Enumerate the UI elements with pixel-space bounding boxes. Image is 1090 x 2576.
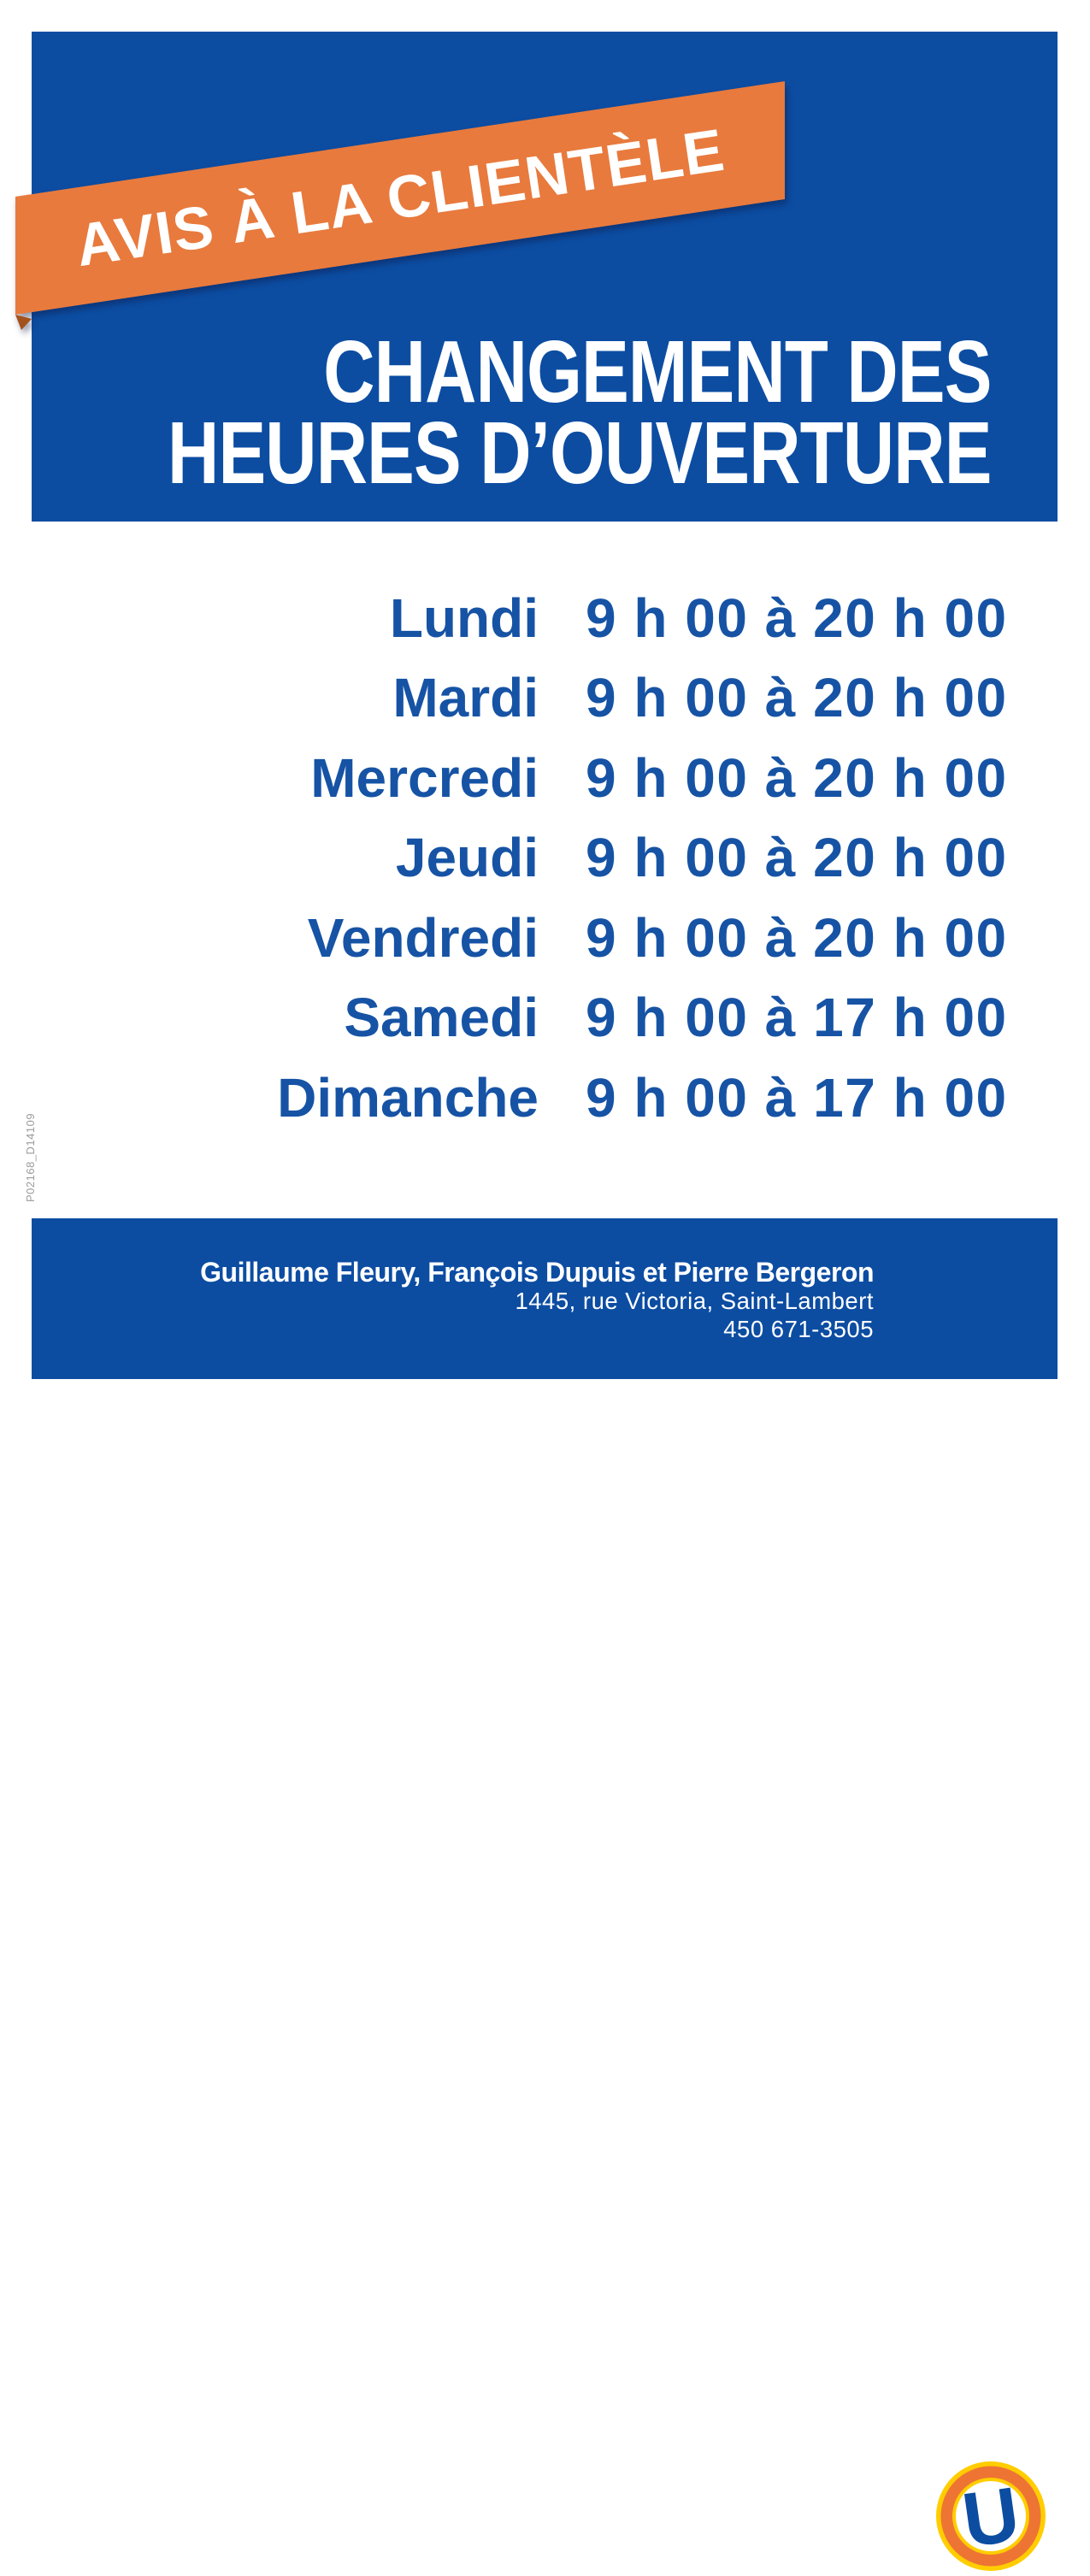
main-title-line2: HEURES D’OUVERTURE (168, 404, 992, 502)
hours-value: 9 h 00 à 20 h 00 (586, 667, 1008, 729)
hours-value: 9 h 00 à 17 h 00 (586, 1066, 1008, 1129)
main-title: CHANGEMENT DES HEURES D’OUVERTURE (168, 322, 993, 502)
opening-hours-list: Lundi 9 h 00 à 20 h 00 Mardi 9 h 00 à 20… (32, 578, 1026, 1138)
day-label: Lundi (389, 587, 539, 649)
day-label: Vendredi (307, 906, 539, 969)
footer-text: Guillaume Fleury, François Dupuis et Pie… (200, 1259, 874, 1343)
schedule-row: Mardi 9 h 00 à 20 h 00 (32, 658, 1026, 739)
day-label: Mardi (392, 667, 539, 729)
schedule-row: Samedi 9 h 00 à 17 h 00 (32, 978, 1026, 1058)
store-phone: 450 671-3505 (723, 1316, 874, 1342)
day-label: Samedi (344, 987, 539, 1049)
schedule-row: Lundi 9 h 00 à 20 h 00 (32, 578, 1026, 658)
hours-value: 9 h 00 à 20 h 00 (586, 827, 1008, 889)
hours-value: 9 h 00 à 20 h 00 (586, 587, 1008, 649)
schedule-row: Mercredi 9 h 00 à 20 h 00 (32, 738, 1026, 818)
store-address: 1445, rue Victoria, Saint-Lambert (515, 1288, 874, 1314)
pharmacy-logo-icon: U (933, 2458, 1049, 2574)
hours-value: 9 h 00 à 17 h 00 (586, 987, 1008, 1049)
day-label: Dimanche (277, 1066, 539, 1129)
ribbon-fold (15, 315, 32, 330)
poster-page: { "banner": { "label": "AVIS À LA CLIENT… (15, 32, 1058, 2574)
schedule-row: Jeudi 9 h 00 à 20 h 00 (32, 818, 1026, 899)
print-code: P02168_D14109 (24, 1112, 37, 1202)
footer-bar: Guillaume Fleury, François Dupuis et Pie… (32, 1218, 1058, 2574)
pharmacists-names: Guillaume Fleury, François Dupuis et Pie… (200, 1257, 874, 1288)
day-label: Mercredi (310, 746, 539, 809)
hours-value: 9 h 00 à 20 h 00 (586, 746, 1008, 809)
hours-value: 9 h 00 à 20 h 00 (586, 906, 1008, 969)
schedule-row: Dimanche 9 h 00 à 17 h 00 (32, 1058, 1026, 1138)
logo-u-letter: U (957, 2472, 1024, 2564)
day-label: Jeudi (395, 827, 539, 889)
schedule-row: Vendredi 9 h 00 à 20 h 00 (32, 898, 1026, 978)
main-title-line1: CHANGEMENT DES (323, 322, 993, 421)
